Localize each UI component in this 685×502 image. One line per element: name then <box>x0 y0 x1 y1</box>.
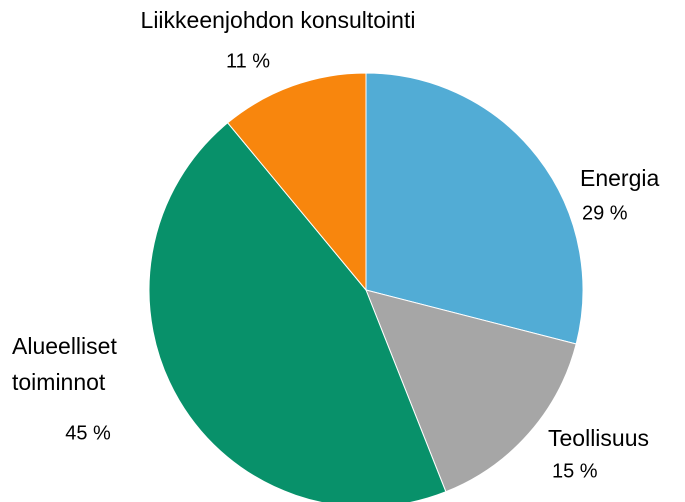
value-label: 29 % <box>582 202 628 224</box>
category-label: Energia <box>580 165 659 191</box>
value-label: 11 % <box>226 50 270 72</box>
category-label: Liikkeenjohdon konsultointi <box>141 7 416 33</box>
value-label: 45 % <box>65 422 111 444</box>
pie-slice <box>148 122 447 502</box>
value-label: 15 % <box>552 460 598 482</box>
pie-slice <box>365 289 577 493</box>
pie-slice <box>226 72 367 292</box>
category-label: Teollisuus <box>548 425 649 451</box>
pie-slice <box>365 72 584 345</box>
category-label: Alueelliset toiminnot <box>12 333 117 395</box>
